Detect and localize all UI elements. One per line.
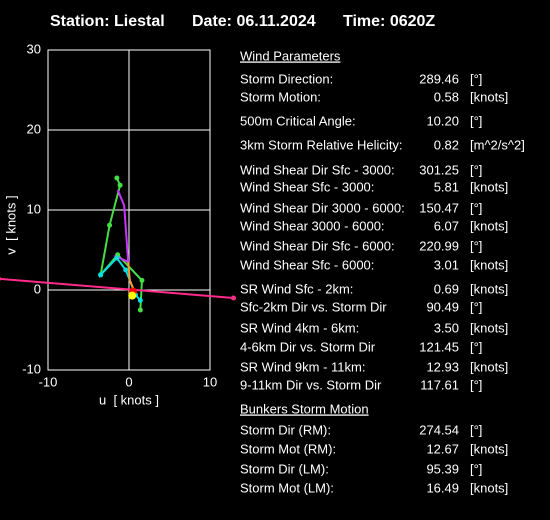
param-label: 3km Storm Relative Helicity: (240, 137, 403, 152)
param-label: Storm Mot (RM): (240, 441, 336, 456)
param-value: 3.50 (434, 320, 459, 335)
param-unit: [°] (470, 461, 482, 476)
param-label: SR Wind Sfc - 2km: (240, 281, 353, 296)
param-unit: [knots] (470, 257, 508, 272)
hodograph-point (123, 267, 129, 273)
param-value: 0.82 (434, 137, 459, 152)
hodograph-point (137, 297, 143, 303)
param-unit: [°] (470, 162, 482, 177)
param-value: 10.20 (426, 113, 459, 128)
param-value: 220.99 (419, 238, 459, 253)
hodograph-line (113, 189, 130, 264)
param-value: 150.47 (419, 200, 459, 215)
x-tick-label: 0 (125, 374, 132, 389)
param-value: 0.69 (434, 281, 459, 296)
hodograph-point (98, 272, 104, 278)
y-tick-label: 10 (27, 201, 41, 216)
hodograph-point (128, 291, 137, 300)
param-unit: [knots] (470, 179, 508, 194)
param-label: Sfc-2km Dir vs. Storm Dir (240, 299, 387, 314)
param-value: 12.67 (426, 441, 459, 456)
param-value: 90.49 (426, 299, 459, 314)
param-label: Storm Mot (LM): (240, 480, 334, 495)
hodograph-line (127, 261, 135, 291)
section-title: Bunkers Storm Motion (240, 401, 369, 416)
hodograph-point (107, 222, 113, 228)
param-label: Wind Shear Dir Sfc - 6000: (240, 238, 395, 253)
param-value: 5.81 (434, 179, 459, 194)
param-label: Wind Shear Sfc - 3000: (240, 179, 374, 194)
param-value: 289.46 (419, 71, 459, 86)
section-title: Wind Parameters (240, 48, 341, 63)
y-tick-label: -10 (22, 361, 41, 376)
param-value: 274.54 (419, 422, 459, 437)
param-value: 121.45 (419, 339, 459, 354)
param-unit: [knots] (470, 441, 508, 456)
param-unit: [°] (470, 339, 482, 354)
param-unit: [°] (470, 113, 482, 128)
x-tick-label: -10 (39, 374, 58, 389)
param-unit: [°] (470, 238, 482, 253)
hodograph-point (137, 307, 143, 313)
param-unit: [knots] (470, 281, 508, 296)
param-unit: [knots] (470, 480, 508, 495)
param-unit: [knots] (470, 359, 508, 374)
param-value: 3.01 (434, 257, 459, 272)
param-label: 500m Critical Angle: (240, 113, 356, 128)
param-label: SR Wind 9km - 11km: (240, 359, 365, 374)
hodograph-point (0, 276, 2, 281)
x-tick-label: 10 (203, 374, 217, 389)
y-axis-label: v [ knots ] (3, 195, 18, 254)
param-unit: [knots] (470, 320, 508, 335)
param-unit: [knots] (470, 218, 508, 233)
y-tick-label: 30 (27, 41, 41, 56)
param-value: 0.58 (434, 89, 459, 104)
param-label: Wind Shear Sfc - 6000: (240, 257, 374, 272)
y-tick-label: 20 (27, 121, 41, 136)
param-value: 16.49 (426, 480, 459, 495)
hodograph-line (0, 277, 234, 299)
hodograph-point (114, 175, 120, 181)
param-unit: [knots] (470, 89, 508, 104)
hodograph-point (139, 277, 145, 283)
param-value: 95.39 (426, 461, 459, 476)
x-axis-label: u [ knots ] (99, 392, 159, 407)
param-label: Wind Shear 3000 - 6000: (240, 218, 385, 233)
param-unit: [°] (470, 299, 482, 314)
param-label: SR Wind 4km - 6km: (240, 320, 359, 335)
time: Time: 0620Z (343, 13, 435, 30)
param-label: 9-11km Dir vs. Storm Dir (240, 377, 382, 392)
param-label: Wind Shear Dir 3000 - 6000: (240, 200, 405, 215)
station: Station: Liestal (50, 13, 165, 30)
param-unit: [m^2/s^2] (470, 137, 525, 152)
param-value: 117.61 (420, 377, 459, 392)
param-unit: [°] (470, 422, 482, 437)
param-unit: [°] (470, 71, 482, 86)
param-value: 301.25 (419, 162, 459, 177)
param-value: 6.07 (434, 218, 459, 233)
param-value: 12.93 (426, 359, 459, 374)
hodograph-point (117, 182, 123, 188)
param-label: Storm Motion: (240, 89, 321, 104)
param-label: Wind Shear Dir Sfc - 3000: (240, 162, 395, 177)
param-label: Storm Direction: (240, 71, 333, 86)
param-unit: [°] (470, 200, 482, 215)
hodograph-point (114, 255, 120, 261)
y-tick-label: 0 (34, 281, 41, 296)
param-label: Storm Dir (RM): (240, 422, 331, 437)
param-label: Storm Dir (LM): (240, 461, 329, 476)
hodograph-point (230, 295, 236, 301)
date: Date: 06.11.2024 (192, 13, 316, 30)
param-unit: [°] (470, 377, 482, 392)
param-label: 4-6km Dir vs. Storm Dir (240, 339, 376, 354)
